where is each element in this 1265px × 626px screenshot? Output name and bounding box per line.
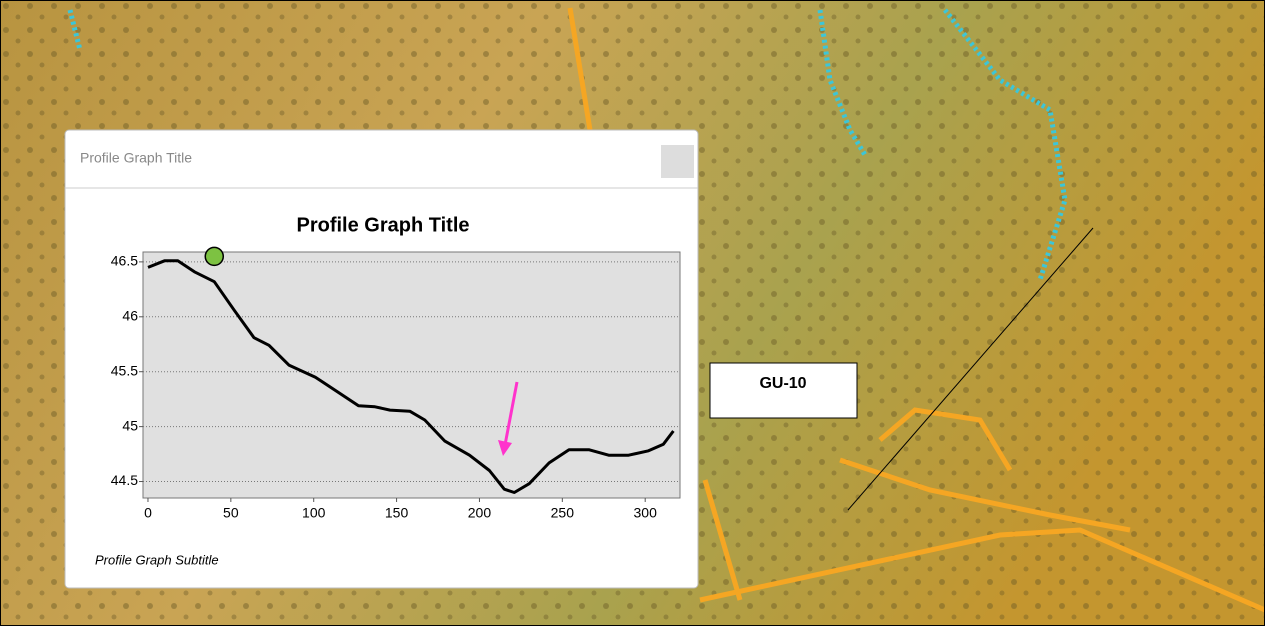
screen: GU-10 Profile Graph Title Profile Graph … — [0, 0, 1265, 626]
close-button[interactable] — [661, 145, 694, 178]
chart-title: Profile Graph Title — [297, 214, 470, 236]
y-tick-label: 44.5 — [111, 472, 138, 488]
x-tick-label: 150 — [385, 505, 409, 521]
profile-window: Profile Graph Title Profile Graph Title … — [0, 0, 1265, 626]
x-tick-label: 100 — [302, 505, 326, 521]
x-tick-label: 50 — [223, 505, 239, 521]
position-marker — [205, 247, 223, 265]
x-tick-label: 300 — [634, 505, 658, 521]
window-title: Profile Graph Title — [80, 150, 192, 166]
y-tick-label: 45.5 — [111, 362, 138, 378]
y-tick-label: 46.5 — [111, 253, 138, 269]
chart-subtitle: Profile Graph Subtitle — [95, 552, 219, 567]
y-tick-label: 46 — [122, 307, 138, 323]
y-tick-label: 45 — [122, 417, 138, 433]
plot-area — [143, 252, 680, 498]
x-tick-label: 250 — [551, 505, 575, 521]
x-tick-label: 200 — [468, 505, 492, 521]
x-tick-label: 0 — [144, 505, 152, 521]
